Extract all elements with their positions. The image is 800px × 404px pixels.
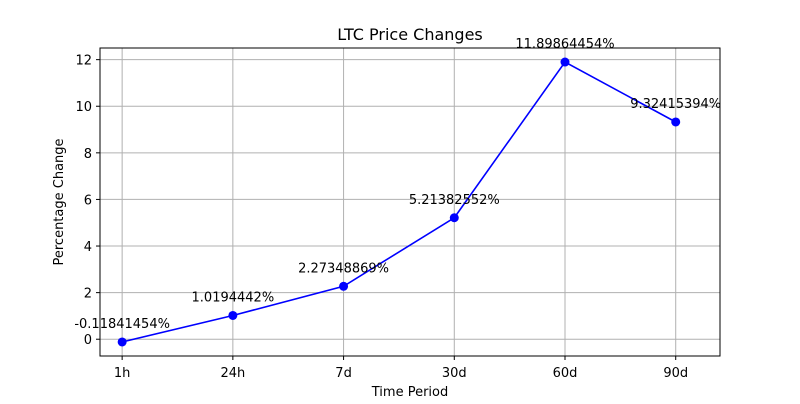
- y-tick-label: 6: [84, 193, 92, 208]
- y-tick-label: 2: [84, 287, 92, 302]
- axis-ticks: 1h 24h 7d 30d 60d 90d 0 2 4 6 8 10 12: [75, 54, 688, 381]
- data-point: [560, 57, 570, 67]
- y-tick-label: 0: [84, 333, 92, 348]
- data-label: -0.11841454%: [74, 317, 170, 332]
- x-tick-label: 60d: [553, 366, 578, 381]
- x-tick-label: 90d: [663, 366, 688, 381]
- y-axis-label: Percentage Change: [52, 138, 67, 265]
- chart-title: LTC Price Changes: [337, 25, 483, 44]
- series-line: [121, 60, 677, 343]
- y-tick-label: 12: [75, 54, 92, 69]
- series-line-layer: [121, 60, 677, 343]
- data-point: [117, 337, 127, 347]
- axes-frame: [99, 47, 721, 357]
- data-label: 5.21382552%: [409, 193, 500, 208]
- data-point: [228, 310, 238, 320]
- y-tick-label: 8: [84, 147, 92, 162]
- x-tick-label: 30d: [442, 366, 467, 381]
- x-tick-label: 24h: [220, 366, 245, 381]
- data-point: [339, 281, 349, 291]
- data-label: 11.89864454%: [515, 37, 614, 52]
- x-tick-label: 1h: [114, 366, 131, 381]
- data-label: 2.27348869%: [298, 261, 389, 276]
- x-axis-label: Time Period: [371, 385, 448, 400]
- y-tick-label: 10: [75, 100, 92, 115]
- series-markers: [117, 57, 681, 347]
- y-tick-label: 4: [84, 240, 92, 255]
- data-label: 1.0194442%: [192, 290, 275, 305]
- grid: [100, 48, 720, 356]
- data-label: 9.32415394%: [630, 97, 721, 112]
- data-point: [449, 213, 459, 223]
- x-tick-label: 7d: [335, 366, 352, 381]
- data-point: [671, 117, 681, 127]
